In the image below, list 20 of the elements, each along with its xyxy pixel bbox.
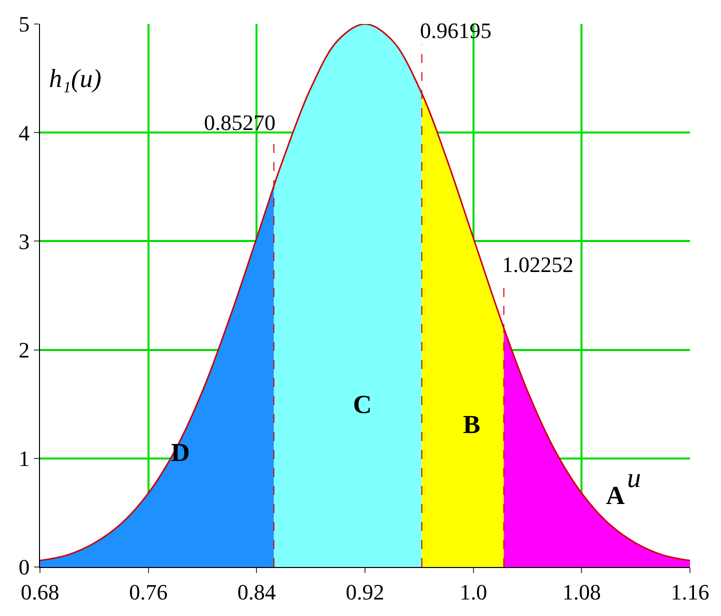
series-label: A — [606, 481, 625, 510]
x-tick-label: 0.92 — [346, 579, 384, 604]
x-tick-label: 1.08 — [562, 579, 601, 604]
x-tick-label: 0.84 — [237, 579, 276, 604]
y-tick-label: 4 — [18, 120, 30, 146]
series-label: B — [463, 410, 480, 439]
series-label: C — [353, 390, 372, 419]
y-tick-label: 1 — [18, 446, 30, 472]
x-tick-label: 0.68 — [20, 579, 60, 604]
ref-line-label: 1.02252 — [502, 252, 574, 277]
x-axis-title: u — [627, 463, 641, 494]
y-tick-label: 2 — [18, 338, 30, 362]
x-tick-label: 1.0 — [460, 579, 488, 604]
y-axis-title: h₁(u) — [49, 64, 102, 93]
y-tick-label: 5 — [18, 12, 30, 37]
series-label: D — [171, 438, 190, 467]
x-tick-label: 1.16 — [670, 579, 710, 604]
y-tick-label: 3 — [18, 228, 30, 254]
x-tick-label: 0.76 — [129, 579, 168, 604]
y-tick-label: 0 — [18, 554, 30, 580]
